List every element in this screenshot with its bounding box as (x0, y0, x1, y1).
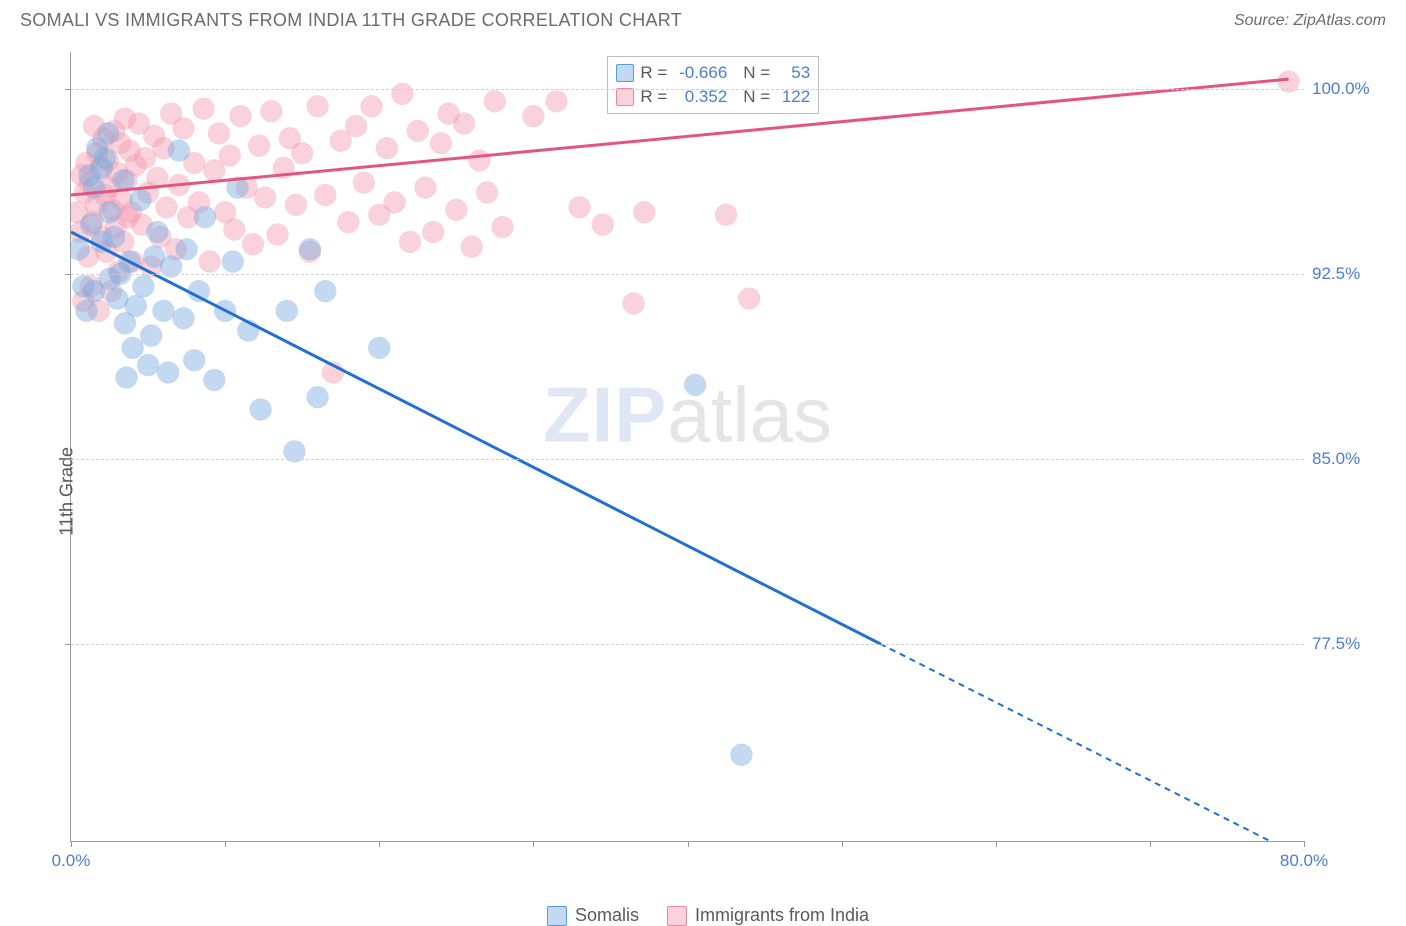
stats-n-label: N = (743, 63, 770, 83)
legend-item-india: Immigrants from India (667, 905, 869, 926)
swatch-somalis-icon (616, 64, 634, 82)
stats-r-label: R = (640, 63, 667, 83)
y-tick (65, 459, 71, 460)
stats-r-india: 0.352 (673, 87, 727, 107)
stats-n-india: 122 (776, 87, 810, 107)
legend: Somalis Immigrants from India (547, 905, 869, 926)
stats-n-label: N = (743, 87, 770, 107)
plot-area: 11th Grade ZIPatlas R = -0.666 N = 53 R … (70, 52, 1304, 842)
legend-item-somalis: Somalis (547, 905, 639, 926)
swatch-somalis-icon (547, 906, 567, 926)
x-tick (1304, 841, 1305, 847)
x-tick (71, 841, 72, 847)
watermark-zip: ZIP (543, 370, 667, 458)
stats-row-somalis: R = -0.666 N = 53 (616, 61, 810, 85)
chart-title: SOMALI VS IMMIGRANTS FROM INDIA 11TH GRA… (20, 10, 682, 31)
chart-svg-overlay (71, 52, 1304, 841)
y-tick-label: 85.0% (1312, 449, 1392, 469)
x-tick (688, 841, 689, 847)
x-tick (533, 841, 534, 847)
watermark: ZIPatlas (543, 369, 832, 460)
legend-label-somalis: Somalis (575, 905, 639, 926)
grid-line (71, 644, 1304, 645)
stats-n-somalis: 53 (776, 63, 810, 83)
grid-line (71, 459, 1304, 460)
x-tick (225, 841, 226, 847)
x-tick (1150, 841, 1151, 847)
x-tick (842, 841, 843, 847)
legend-label-india: Immigrants from India (695, 905, 869, 926)
y-tick-label: 77.5% (1312, 634, 1392, 654)
grid-line (71, 274, 1304, 275)
y-tick (65, 644, 71, 645)
x-tick (379, 841, 380, 847)
chart-container: 11th Grade ZIPatlas R = -0.666 N = 53 R … (20, 44, 1396, 892)
y-tick-label: 92.5% (1312, 264, 1392, 284)
y-tick-label: 100.0% (1312, 79, 1392, 99)
stats-r-label: R = (640, 87, 667, 107)
x-tick (996, 841, 997, 847)
source-label: Source: ZipAtlas.com (1234, 12, 1386, 30)
correlation-stats-box: R = -0.666 N = 53 R = 0.352 N = 122 (607, 56, 819, 114)
y-tick (65, 274, 71, 275)
swatch-india-icon (667, 906, 687, 926)
swatch-india-icon (616, 88, 634, 106)
grid-line (71, 89, 1304, 90)
x-tick-label: 0.0% (52, 851, 91, 871)
watermark-atlas: atlas (667, 370, 832, 458)
stats-r-somalis: -0.666 (673, 63, 727, 83)
y-tick (65, 89, 71, 90)
x-tick-label: 80.0% (1280, 851, 1328, 871)
